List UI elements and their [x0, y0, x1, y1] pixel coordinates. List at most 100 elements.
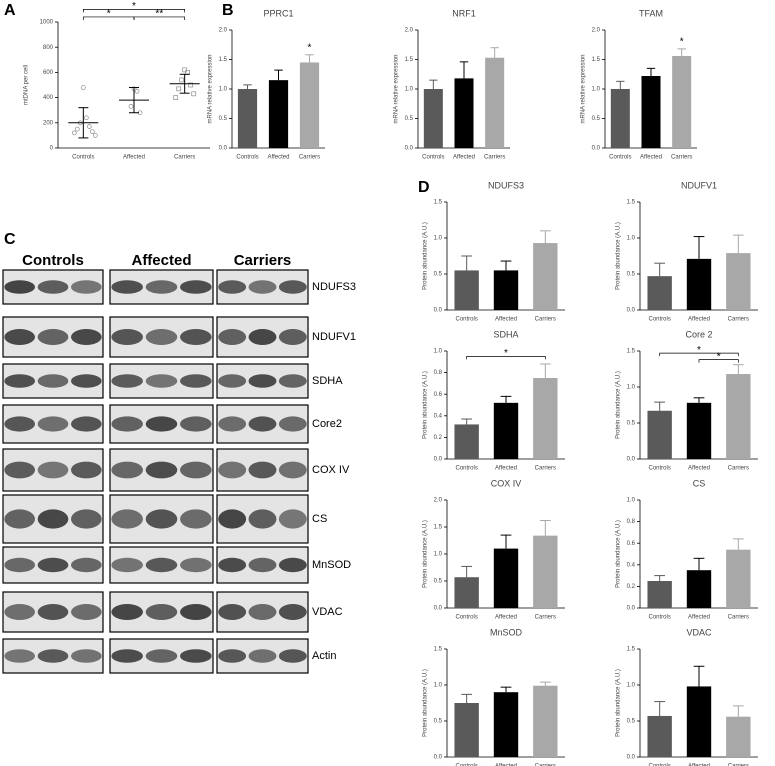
data-point: [176, 86, 182, 92]
y-tick-label: 1.5: [434, 525, 443, 531]
y-tick-label: 1.5: [405, 57, 414, 63]
bar: [454, 424, 479, 459]
x-tick-label: Affected: [453, 155, 475, 161]
blot-band: [218, 461, 247, 479]
blot-band: [71, 280, 102, 294]
x-tick-label: Carriers: [299, 155, 320, 161]
y-tick-label: 0.0: [405, 146, 414, 152]
x-tick-label: Affected: [688, 615, 710, 621]
protein-label: Core2: [312, 418, 342, 430]
bar: [533, 535, 558, 608]
blot-band: [4, 374, 36, 388]
blot-band: [278, 509, 307, 529]
chart-title: NRF1: [452, 8, 476, 18]
y-tick-label: 0.2: [627, 584, 636, 590]
blot-band: [145, 649, 178, 663]
bar: [454, 270, 479, 310]
y-tick-label: 0.4: [434, 413, 443, 419]
bar: [686, 258, 712, 310]
blot-band: [248, 374, 277, 388]
blot-band: [248, 280, 277, 294]
blot-band: [278, 374, 307, 388]
data-point: [173, 95, 179, 100]
blot-band: [218, 604, 247, 620]
x-tick-label: Carriers: [535, 764, 556, 766]
blot-band: [145, 374, 178, 388]
bar: [686, 686, 712, 757]
blot-band: [4, 461, 36, 479]
bar: [610, 89, 630, 148]
y-tick-label: 0.2: [434, 435, 443, 441]
protein-label: NDUFV1: [312, 331, 356, 343]
blot-band: [145, 509, 178, 529]
y-tick-label: 1.5: [434, 647, 443, 653]
blot-band: [4, 557, 36, 573]
blot-band: [111, 509, 143, 529]
x-tick-label: Carriers: [535, 317, 556, 323]
blot-band: [37, 604, 69, 620]
y-tick-label: 1.5: [592, 57, 601, 63]
significance-bracket: [659, 352, 739, 357]
blot-band: [145, 416, 178, 432]
significance-star: *: [697, 345, 701, 356]
y-tick-label: 0.0: [434, 606, 443, 612]
protein-label: NDUFS3: [312, 281, 356, 293]
blot-band: [71, 557, 102, 573]
blot-band: [111, 374, 143, 388]
y-axis-label: Protein abundance (A.U.): [616, 520, 622, 588]
blot-band: [4, 649, 36, 663]
x-tick-label: Affected: [640, 155, 662, 161]
blot-band: [111, 649, 143, 663]
y-tick-label: 1.0: [627, 385, 636, 391]
y-tick-label: 600: [43, 70, 54, 76]
y-tick-label: 0.6: [434, 392, 443, 398]
x-tick-label: Affected: [495, 317, 517, 323]
y-tick-label: 0: [50, 146, 54, 152]
protein-label: VDAC: [312, 606, 343, 618]
blot-group-label: Controls: [22, 252, 84, 269]
y-tick-label: 0.5: [434, 272, 443, 278]
data-point: [83, 115, 89, 121]
x-tick-label: Carriers: [728, 615, 749, 621]
blot-band: [278, 604, 307, 620]
blot-band: [278, 280, 307, 294]
y-tick-label: 2.0: [592, 28, 601, 34]
chart-title: NDUFV1: [681, 180, 717, 190]
protein-label: COX IV: [312, 464, 350, 476]
data-point: [92, 132, 98, 138]
blot-band: [37, 557, 69, 573]
x-tick-label: Controls: [455, 317, 477, 323]
x-tick-label: Controls: [648, 615, 670, 621]
y-axis-label: mRNA relative expression: [581, 54, 587, 123]
bar: [726, 549, 751, 608]
blot-band: [71, 461, 102, 479]
blot-band: [145, 461, 178, 479]
blot-band: [248, 649, 277, 663]
y-axis-label: Protein abundance (A.U.): [616, 222, 622, 290]
y-tick-label: 0.5: [405, 116, 414, 122]
blot-band: [278, 416, 307, 432]
y-tick-label: 1.5: [627, 647, 636, 653]
data-point: [89, 129, 95, 135]
y-axis-label: Protein abundance (A.U.): [423, 371, 429, 439]
y-tick-label: 0.8: [627, 519, 636, 525]
blot-band: [111, 329, 143, 345]
y-tick-label: 0.5: [434, 719, 443, 725]
y-tick-label: 2.0: [219, 28, 228, 34]
blot-band: [111, 557, 143, 573]
chart-title: COX IV: [491, 478, 522, 488]
y-tick-label: 0.0: [627, 457, 636, 463]
bar: [493, 548, 519, 608]
bar: [533, 685, 558, 757]
blot-band: [37, 329, 69, 345]
data-point: [179, 77, 185, 83]
y-tick-label: 0.0: [592, 146, 601, 152]
bar: [237, 89, 258, 148]
blot-band: [111, 416, 143, 432]
blot-band: [218, 329, 247, 345]
chart-title: CS: [693, 478, 706, 488]
y-tick-label: 0.0: [434, 755, 443, 761]
x-tick-label: Affected: [268, 155, 290, 161]
y-axis-label: Protein abundance (A.U.): [616, 371, 622, 439]
blot-band: [180, 649, 212, 663]
